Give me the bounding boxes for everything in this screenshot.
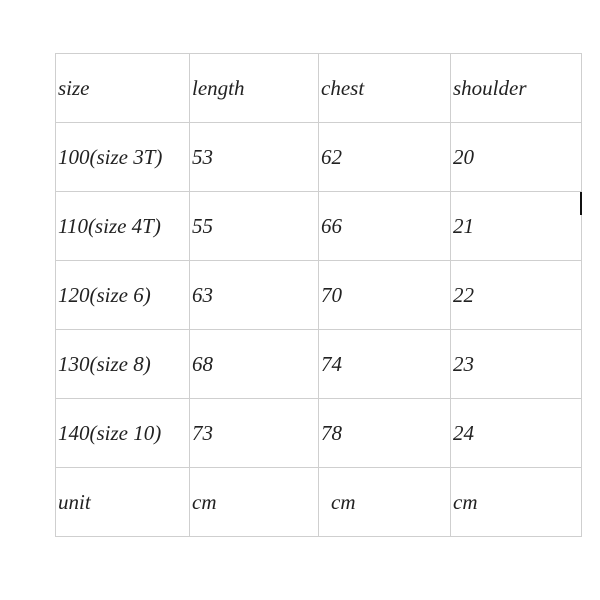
cell-length: 73 bbox=[189, 398, 319, 468]
cell-size: 100(size 3T) bbox=[55, 122, 190, 192]
cell-chest: 74 bbox=[318, 329, 451, 399]
cell-shoulder: 21 bbox=[450, 191, 582, 261]
cell-chest-unit: cm bbox=[318, 467, 451, 537]
cell-unit-label: unit bbox=[55, 467, 190, 537]
cell-length: 53 bbox=[189, 122, 319, 192]
cell-shoulder: 22 bbox=[450, 260, 582, 330]
cell-size: 120(size 6) bbox=[55, 260, 190, 330]
cell-size: 140(size 10) bbox=[55, 398, 190, 468]
table-row: 130(size 8) 68 74 23 bbox=[55, 329, 582, 399]
cell-length-unit: cm bbox=[189, 467, 319, 537]
cell-chest: 78 bbox=[318, 398, 451, 468]
cell-shoulder: 23 bbox=[450, 329, 582, 399]
header-chest: chest bbox=[318, 53, 451, 123]
header-length: length bbox=[189, 53, 319, 123]
cell-shoulder-unit: cm bbox=[450, 467, 582, 537]
cell-shoulder: 20 bbox=[450, 122, 582, 192]
size-chart-table: size length chest shoulder 100(size 3T) … bbox=[55, 53, 582, 537]
table-row: 110(size 4T) 55 66 21 bbox=[55, 191, 582, 261]
table-row: 100(size 3T) 53 62 20 bbox=[55, 122, 582, 192]
header-row: size length chest shoulder bbox=[55, 53, 582, 123]
cell-shoulder: 24 bbox=[450, 398, 582, 468]
text-cursor bbox=[580, 192, 582, 215]
cell-chest: 66 bbox=[318, 191, 451, 261]
cell-length: 63 bbox=[189, 260, 319, 330]
cell-length: 55 bbox=[189, 191, 319, 261]
cell-chest: 62 bbox=[318, 122, 451, 192]
cell-size: 110(size 4T) bbox=[55, 191, 190, 261]
cell-length: 68 bbox=[189, 329, 319, 399]
header-shoulder: shoulder bbox=[450, 53, 582, 123]
table-row: 120(size 6) 63 70 22 bbox=[55, 260, 582, 330]
table-row: 140(size 10) 73 78 24 bbox=[55, 398, 582, 468]
cell-chest: 70 bbox=[318, 260, 451, 330]
header-size: size bbox=[55, 53, 190, 123]
cell-size: 130(size 8) bbox=[55, 329, 190, 399]
unit-row: unit cm cm cm bbox=[55, 467, 582, 537]
